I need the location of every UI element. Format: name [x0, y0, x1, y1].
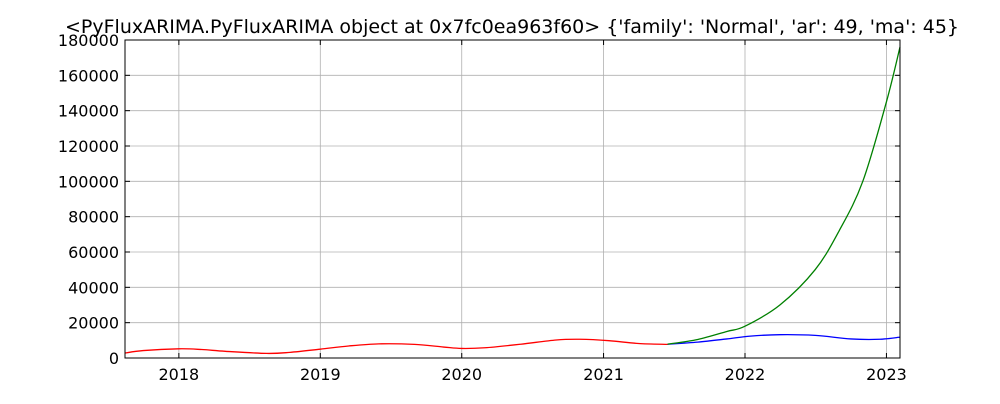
series-line-blue — [667, 333, 901, 345]
y-tick-label: 180000 — [58, 31, 119, 50]
y-tick-label: 60000 — [68, 243, 119, 262]
y-tick-label: 80000 — [68, 208, 119, 227]
y-tick-label: 0 — [109, 349, 119, 368]
y-tick-label: 140000 — [58, 102, 119, 121]
x-tick-label: 2022 — [725, 365, 766, 384]
grid-lines — [125, 39, 900, 359]
y-tick-label: 160000 — [58, 66, 119, 85]
y-tick-label: 20000 — [68, 314, 119, 333]
x-tick-label: 2020 — [441, 365, 482, 384]
series-line-red — [124, 338, 668, 355]
x-tick-label: 2018 — [159, 365, 200, 384]
axis-ticks: 2018 2019 2020 2021 2022 2023 0 20000 40000 60000… — [58, 31, 907, 384]
y-tick-label: 100000 — [58, 172, 119, 191]
series-line-green — [667, 46, 901, 345]
y-tick-label: 40000 — [68, 278, 119, 297]
x-tick-label: 2023 — [866, 365, 907, 384]
y-tick-label: 120000 — [58, 137, 119, 156]
x-tick-label: 2021 — [583, 365, 624, 384]
chart-title: <PyFluxARIMA.PyFluxARIMA object at 0x7fc… — [65, 16, 959, 38]
series-lines — [124, 46, 901, 355]
plot-frame — [124, 39, 901, 359]
x-tick-label: 2019 — [300, 365, 341, 384]
